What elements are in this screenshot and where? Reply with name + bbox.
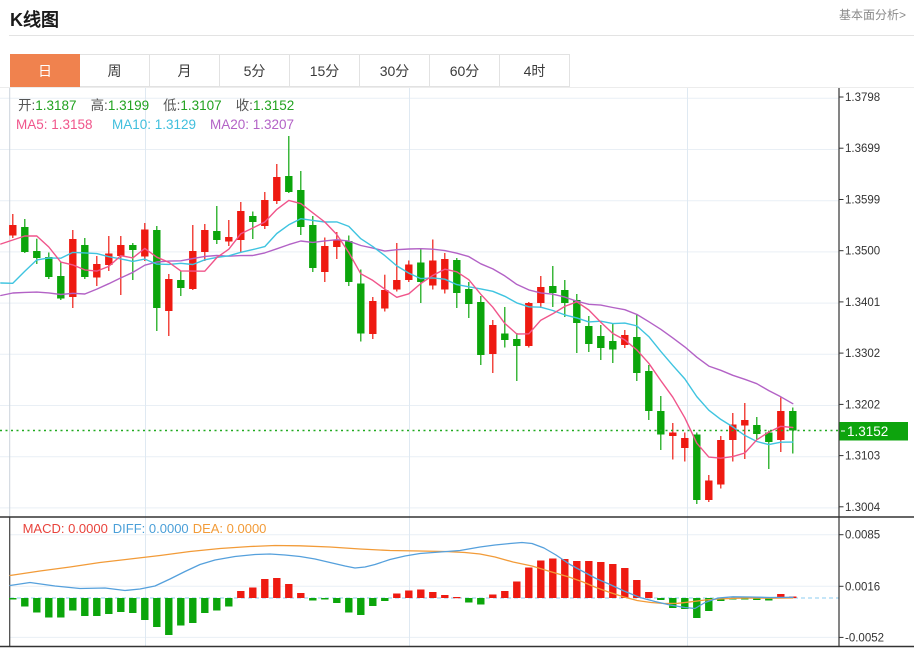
svg-text:1.3302: 1.3302 [845,348,880,360]
svg-text:DIFF: 0.0000: DIFF: 0.0000 [113,521,189,536]
svg-text:DEA: 0.0000: DEA: 0.0000 [193,521,267,536]
svg-text:1.3599: 1.3599 [845,195,880,207]
svg-text:1.3202: 1.3202 [845,399,880,411]
svg-text:1.3152: 1.3152 [847,424,888,439]
svg-text:1.3401: 1.3401 [845,297,880,309]
svg-text:1.3103: 1.3103 [845,451,880,463]
svg-text:MA5: 1.3158: MA5: 1.3158 [16,117,93,132]
svg-text:1.3798: 1.3798 [845,92,880,104]
svg-text:1.3500: 1.3500 [845,246,880,258]
svg-text:-0.0052: -0.0052 [845,632,884,644]
svg-text:MACD: 0.0000: MACD: 0.0000 [23,521,108,536]
svg-text:0.0085: 0.0085 [845,530,880,542]
svg-text:MA20: 1.3207: MA20: 1.3207 [210,117,294,132]
svg-text:0.0016: 0.0016 [845,581,880,593]
svg-text:1.3004: 1.3004 [845,502,881,514]
svg-text:MA10: 1.3129: MA10: 1.3129 [112,117,196,132]
svg-text:1.3699: 1.3699 [845,143,880,155]
